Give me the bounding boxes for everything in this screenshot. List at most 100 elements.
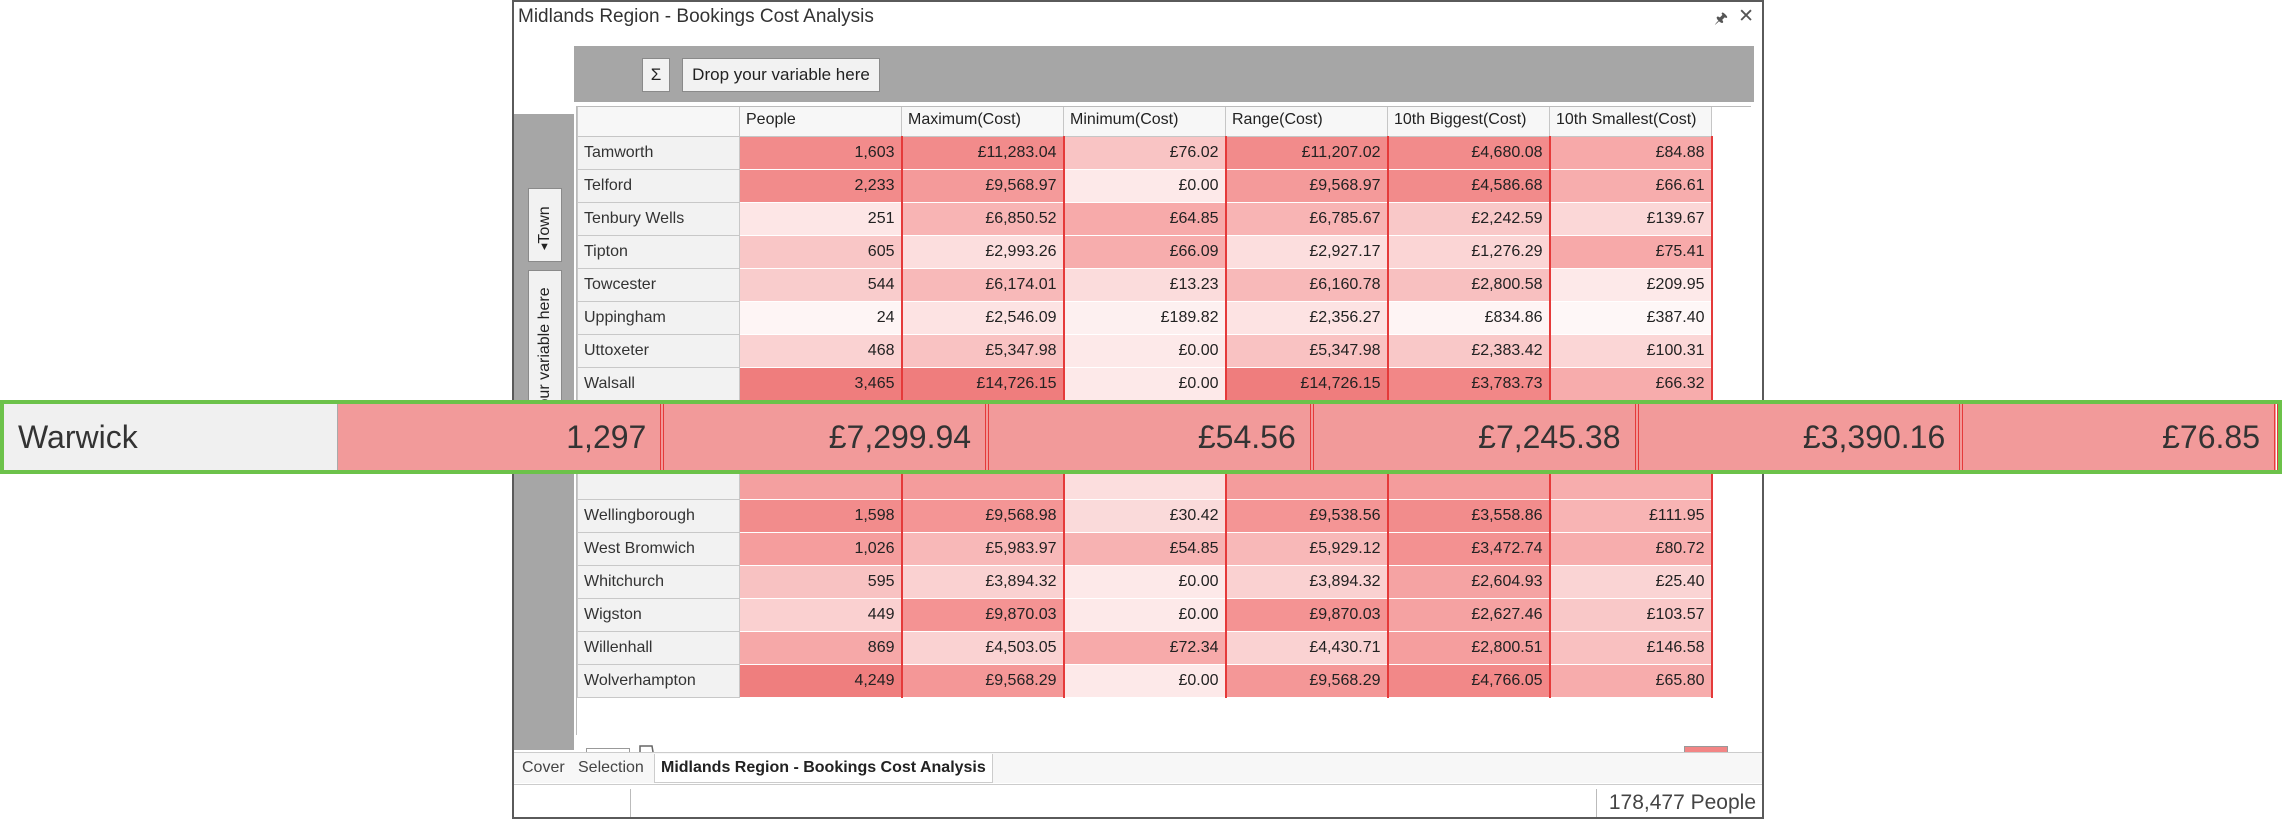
column-header[interactable]: Minimum(Cost) — [1063, 107, 1226, 137]
cell-people: 2,233 — [739, 169, 903, 203]
column-header[interactable]: 10th Smallest(Cost) — [1549, 107, 1712, 137]
table-row[interactable]: Whitchurch 595 £3,894.32 £0.00 £3,894.32 £2,6… — [577, 565, 1713, 599]
cell-small10: £75.41 — [1549, 235, 1713, 269]
row-label: Tamworth — [577, 136, 740, 170]
cell-people: 468 — [739, 334, 903, 368]
cell-small10: £146.58 — [1549, 631, 1713, 665]
cell-min: £0.00 — [1063, 367, 1227, 401]
table-row[interactable]: Towcester 544 £6,174.01 £13.23 £6,160.78 £2,8… — [577, 268, 1713, 302]
status-divider — [630, 789, 637, 817]
column-header[interactable]: Range(Cost) — [1225, 107, 1388, 137]
cell-max: £9,568.29 — [901, 664, 1065, 698]
cell-min: £0.00 — [1063, 664, 1227, 698]
table-row[interactable]: Wolverhampton 4,249 £9,568.29 £0.00 £9,568.2… — [577, 664, 1713, 698]
cell-big10: £2,627.46 — [1387, 598, 1551, 632]
cell-max: £6,850.52 — [901, 202, 1065, 236]
column-header[interactable]: People — [739, 107, 902, 137]
cell-range: £14,726.15 — [1225, 367, 1389, 401]
row-label: Whitchurch — [577, 565, 740, 599]
cell-people: 251 — [739, 202, 903, 236]
cell-people: 869 — [739, 631, 903, 665]
row-label: Wellingborough — [577, 499, 740, 533]
column-drop-strip: Σ Drop your variable here — [574, 46, 1754, 102]
cell-people: 4,249 — [739, 664, 903, 698]
table-row[interactable]: West Bromwich 1,026 £5,983.97 £54.85 £5,929.… — [577, 532, 1713, 566]
cell-people: 449 — [739, 598, 903, 632]
zoom-table-row[interactable]: Warwick 1,297 £7,299.94 £54.56 £7,245.38… — [4, 404, 2278, 470]
row-label: Willenhall — [577, 631, 740, 665]
cell-small10: £66.32 — [1549, 367, 1713, 401]
cell-people: 3,465 — [739, 367, 903, 401]
cell-max: £11,283.04 — [901, 136, 1065, 170]
cell-small10: £100.31 — [1549, 334, 1713, 368]
town-variable-button[interactable]: Town ▼ — [528, 188, 562, 262]
cell-range: £2,356.27 — [1225, 301, 1389, 335]
row-label: Uppingham — [577, 301, 740, 335]
table-row[interactable]: Tipton 605 £2,993.26 £66.09 £2,927.17 £1,276.… — [577, 235, 1713, 269]
cell-big10: £3,783.73 — [1387, 367, 1551, 401]
close-icon[interactable]: ✕ — [1738, 6, 1754, 27]
column-header[interactable]: Maximum(Cost) — [901, 107, 1064, 137]
cell-max: £3,894.32 — [901, 565, 1065, 599]
cell-range: £5,347.98 — [1225, 334, 1389, 368]
sigma-button[interactable]: Σ — [642, 58, 670, 92]
zoom-town: Warwick — [4, 404, 339, 470]
cell-max: £14,726.15 — [901, 367, 1065, 401]
table-row[interactable]: Tenbury Wells 251 £6,850.52 £64.85 £6,785.67… — [577, 202, 1713, 236]
tab-active-analysis[interactable]: Midlands Region - Bookings Cost Analysis — [654, 754, 993, 783]
cell-big10: £4,680.08 — [1387, 136, 1551, 170]
table-row[interactable]: Willenhall 869 £4,503.05 £72.34 £4,430.71 £2,… — [577, 631, 1713, 665]
zoom-min: £54.56 — [987, 404, 1314, 470]
pin-icon[interactable]: 🖈 — [1714, 10, 1728, 27]
row-label: Wigston — [577, 598, 740, 632]
table-row[interactable]: Telford 2,233 £9,568.97 £0.00 £9,568.97 £4,58… — [577, 169, 1713, 203]
cell-big10: £3,472.74 — [1387, 532, 1551, 566]
highlighted-row-zoom: Warwick 1,297 £7,299.94 £54.56 £7,245.38… — [0, 400, 2282, 474]
cell-small10: £84.88 — [1549, 136, 1713, 170]
cell-people: 605 — [739, 235, 903, 269]
drop-variable-top[interactable]: Drop your variable here — [682, 58, 880, 92]
table-row[interactable]: Tamworth 1,603 £11,283.04 £76.02 £11,207.02 £… — [577, 136, 1713, 170]
row-label: Uttoxeter — [577, 334, 740, 368]
table-row[interactable]: Wigston 449 £9,870.03 £0.00 £9,870.03 £2,627.… — [577, 598, 1713, 632]
cell-small10: £65.80 — [1549, 664, 1713, 698]
zoom-people: 1,297 — [337, 404, 665, 470]
status-bar: 178,477 People — [514, 784, 1762, 820]
cell-max: £9,568.97 — [901, 169, 1065, 203]
analysis-window: Midlands Region - Bookings Cost Analysis… — [512, 0, 1764, 819]
people-count: 178,477 People — [1608, 791, 1756, 814]
cell-big10: £2,800.58 — [1387, 268, 1551, 302]
cell-small10: £387.40 — [1549, 301, 1713, 335]
column-header[interactable]: 10th Biggest(Cost) — [1387, 107, 1550, 137]
row-label: Walsall — [577, 367, 740, 401]
cell-min: £0.00 — [1063, 565, 1227, 599]
cell-min: £66.09 — [1063, 235, 1227, 269]
table-row[interactable]: Uttoxeter 468 £5,347.98 £0.00 £5,347.98 £2,38… — [577, 334, 1713, 368]
cell-min: £0.00 — [1063, 334, 1227, 368]
cell-people: 544 — [739, 268, 903, 302]
cell-max: £2,546.09 — [901, 301, 1065, 335]
tab-selection[interactable]: Selection — [578, 759, 644, 776]
zoom-max: £7,299.94 — [662, 404, 990, 470]
cell-max: £9,870.03 — [901, 598, 1065, 632]
cell-max: £5,347.98 — [901, 334, 1065, 368]
table-row[interactable]: Uppingham 24 £2,546.09 £189.82 £2,356.27 £834… — [577, 301, 1713, 335]
header-corner[interactable] — [577, 107, 740, 137]
cell-small10: £80.72 — [1549, 532, 1713, 566]
tab-cover[interactable]: Cover — [522, 759, 565, 776]
row-label: West Bromwich — [577, 532, 740, 566]
row-label: Wolverhampton — [577, 664, 740, 698]
sheet-tabs: Cover Selection Midlands Region - Bookin… — [514, 752, 1762, 783]
table-row[interactable]: Wellingborough 1,598 £9,568.98 £30.42 £9,538… — [577, 499, 1713, 533]
cell-range: £4,430.71 — [1225, 631, 1389, 665]
cell-min: £76.02 — [1063, 136, 1227, 170]
row-label: Tipton — [577, 235, 740, 269]
cell-range: £9,870.03 — [1225, 598, 1389, 632]
cell-max: £6,174.01 — [901, 268, 1065, 302]
cell-max: £9,568.98 — [901, 499, 1065, 533]
status-divider — [1596, 789, 1597, 817]
cell-small10: £209.95 — [1549, 268, 1713, 302]
caret-down-icon[interactable]: ▼ — [539, 241, 550, 253]
cell-range: £9,568.29 — [1225, 664, 1389, 698]
table-row[interactable]: Walsall 3,465 £14,726.15 £0.00 £14,726.15 £3,… — [577, 367, 1713, 401]
